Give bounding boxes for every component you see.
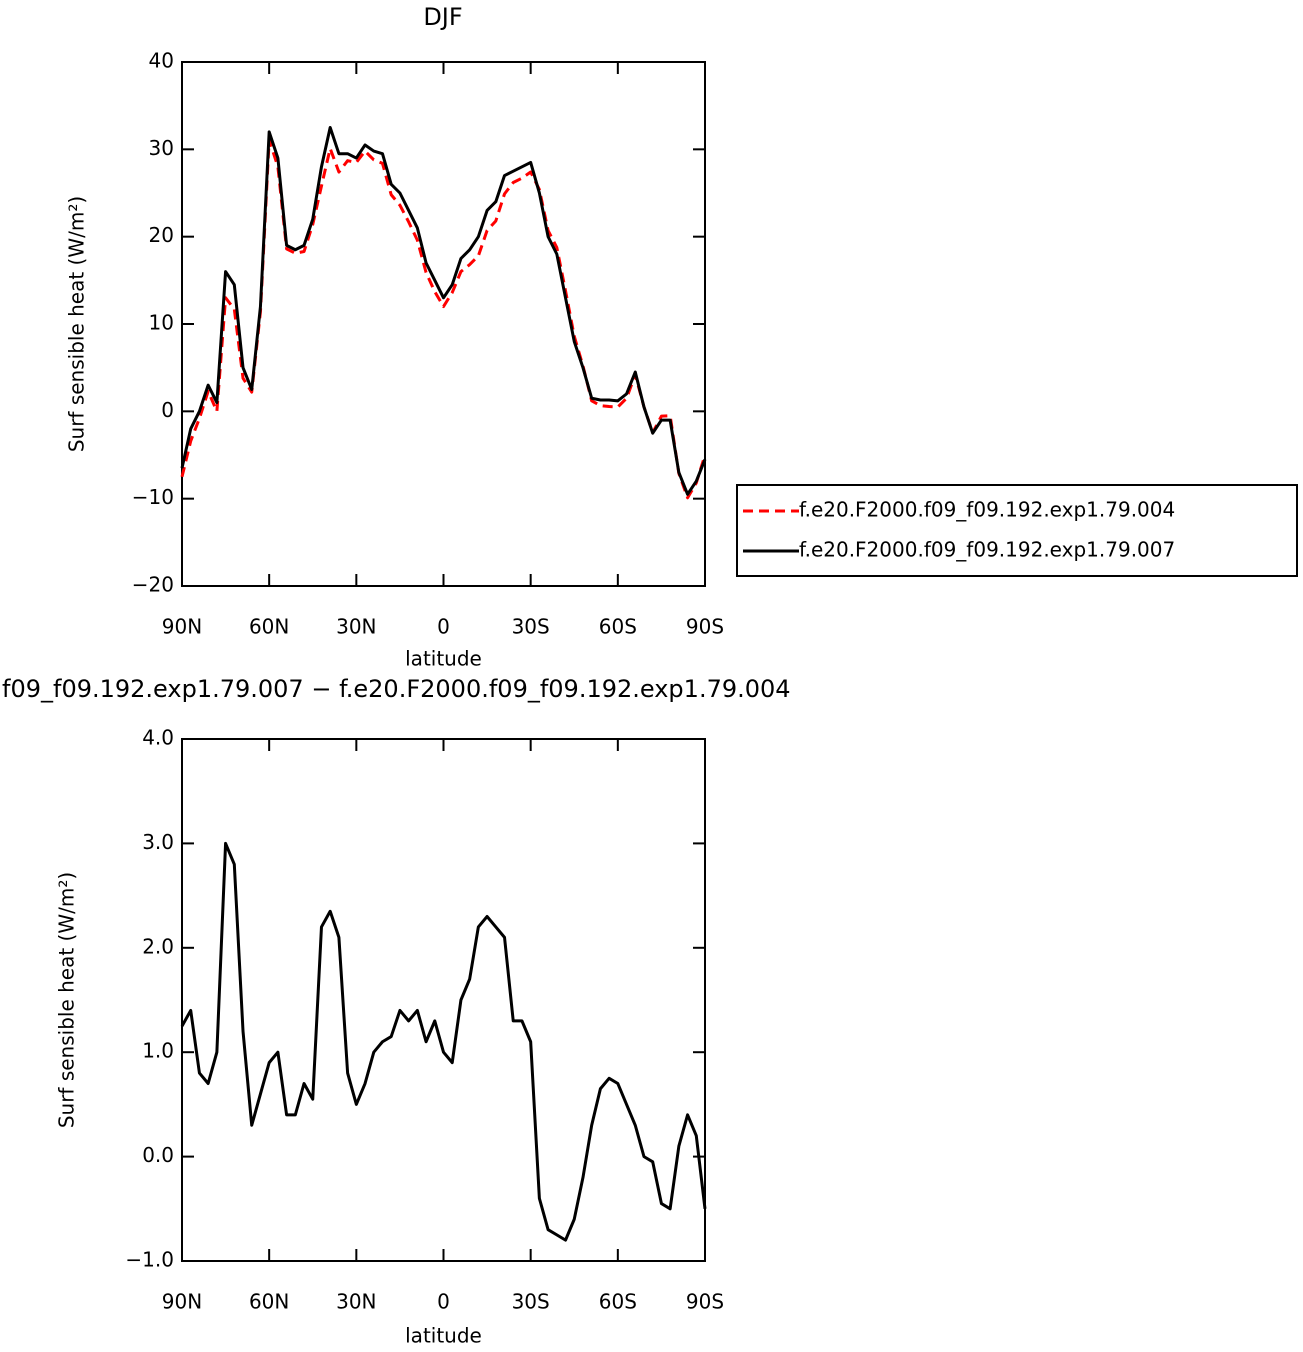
chart-title: DJF xyxy=(423,3,462,31)
x-tick-label: 90S xyxy=(686,615,724,639)
x-tick-label: 60N xyxy=(249,1290,289,1314)
x-tick-label: 90N xyxy=(162,615,202,639)
x-tick-label: 60N xyxy=(249,615,289,639)
x-tick-label: 30N xyxy=(336,1290,376,1314)
y-tick-label: 1.0 xyxy=(142,1039,174,1063)
y-tick-label: 4.0 xyxy=(142,726,174,750)
x-tick-label: 30S xyxy=(512,1290,550,1314)
legend-label: f.e20.F2000.f09_f09.192.exp1.79.007 xyxy=(799,538,1175,562)
x-tick-label: 60S xyxy=(599,1290,637,1314)
x-axis-label: latitude xyxy=(405,647,482,671)
x-tick-label: 30N xyxy=(336,615,376,639)
y-tick-label: 2.0 xyxy=(142,934,174,958)
chart-title: f09_f09.192.exp1.79.007 − f.e20.F2000.f0… xyxy=(2,675,791,703)
y-tick-label: 40 xyxy=(149,49,174,73)
y-tick-label: 0.0 xyxy=(142,1143,174,1167)
y-axis-label: Surf sensible heat (W/m²) xyxy=(65,196,89,452)
y-tick-label: 30 xyxy=(149,136,174,160)
y-tick-label: −10 xyxy=(132,485,174,509)
x-tick-label: 0 xyxy=(437,1290,450,1314)
legend-label: f.e20.F2000.f09_f09.192.exp1.79.004 xyxy=(799,498,1175,522)
y-tick-label: −20 xyxy=(132,573,174,597)
x-tick-label: 60S xyxy=(599,615,637,639)
x-tick-label: 90N xyxy=(162,1290,202,1314)
legend-box xyxy=(736,484,1298,577)
y-tick-label: 10 xyxy=(149,311,174,335)
x-tick-label: 0 xyxy=(437,615,450,639)
y-tick-label: 3.0 xyxy=(142,830,174,854)
x-tick-label: 30S xyxy=(512,615,550,639)
y-axis-label: Surf sensible heat (W/m²) xyxy=(55,872,79,1128)
plot-frame xyxy=(181,61,706,587)
data-line xyxy=(180,841,707,1242)
plot-frame xyxy=(181,738,706,1262)
data-line xyxy=(180,126,707,496)
y-tick-label: 0 xyxy=(161,398,174,422)
x-tick-label: 90S xyxy=(686,1290,724,1314)
y-tick-label: −1.0 xyxy=(125,1248,174,1272)
x-axis-label: latitude xyxy=(405,1324,482,1348)
y-tick-label: 20 xyxy=(149,223,174,247)
